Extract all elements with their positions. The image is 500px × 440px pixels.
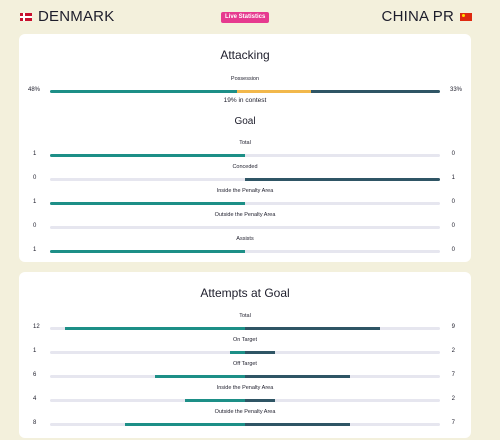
stat-row: Off Target 6 7: [19, 361, 471, 381]
stat-away-value: 7: [451, 420, 455, 426]
possession-home-fill: [50, 90, 238, 93]
attacking-title: Attacking: [220, 48, 270, 62]
stat-away-value: 0: [451, 199, 455, 205]
possession-away-value: 33%: [449, 87, 462, 93]
stat-row: Outside the Penalty Area 0 0: [19, 212, 471, 232]
stat-label: Outside the Penalty Area: [214, 212, 276, 218]
stat-label: Off Target: [233, 361, 257, 367]
stat-away-fill: [245, 178, 440, 181]
home-team-name: DENMARK: [38, 8, 115, 25]
stat-label: On Target: [232, 337, 258, 343]
possession-contest-text: 19% in contest: [223, 97, 267, 104]
away-team-name: CHINA PR: [381, 8, 454, 25]
possession-row: Possession 48% 33%: [19, 76, 471, 96]
stat-home-value: 1: [33, 247, 37, 253]
stat-home-value: 1: [33, 348, 37, 354]
stat-bar: [50, 226, 440, 229]
stat-home-fill: [125, 423, 245, 426]
stat-bar: [50, 178, 440, 181]
attempts-card: Attempts at Goal Total 12 9 On Target 1 2 Off …: [19, 272, 471, 438]
stat-label: Total: [239, 140, 251, 146]
stat-home-fill: [185, 399, 245, 402]
stat-away-fill: [245, 327, 380, 330]
possession-contest-fill: [237, 90, 312, 93]
attempts-title: Attempts at Goal: [200, 286, 290, 300]
stat-row: Outside the Penalty Area 8 7: [19, 409, 471, 429]
possession-away-fill: [311, 90, 440, 93]
china-flag-icon: [460, 12, 472, 21]
stat-row: On Target 1 2: [19, 337, 471, 357]
stat-away-fill: [245, 399, 275, 402]
stat-home-value: 12: [33, 324, 40, 330]
stat-row: Total 1 0: [19, 140, 471, 160]
stat-home-fill: [50, 154, 245, 157]
stat-label: Inside the Penalty Area: [216, 385, 274, 391]
stat-away-value: 0: [451, 151, 455, 157]
stat-row: Conceded 0 1: [19, 164, 471, 184]
match-header: DENMARK Live Statistics CHINA PR: [0, 0, 500, 34]
stat-away-value: 2: [451, 348, 455, 354]
stat-bar: [50, 351, 440, 354]
stat-away-value: 2: [451, 396, 455, 402]
stat-row: Total 12 9: [19, 313, 471, 333]
stat-label: Total: [239, 313, 251, 319]
stat-home-value: 8: [33, 420, 37, 426]
stat-row: Assists 1 0: [19, 236, 471, 256]
stat-label: Conceded: [232, 164, 258, 170]
stat-home-value: 0: [33, 175, 37, 181]
stat-home-value: 4: [33, 396, 37, 402]
possession-label: Possession: [230, 76, 260, 82]
stat-bar: [50, 154, 440, 157]
stat-row: Inside the Penalty Area 4 2: [19, 385, 471, 405]
stat-home-fill: [50, 250, 245, 253]
stat-home-fill: [50, 202, 245, 205]
goal-title: Goal: [234, 116, 256, 127]
stat-away-fill: [245, 351, 275, 354]
away-team[interactable]: CHINA PR: [382, 8, 472, 25]
attacking-card: Attacking Possession 48% 33% 19% in cont…: [19, 34, 471, 262]
stat-label: Outside the Penalty Area: [214, 409, 276, 415]
stat-away-fill: [245, 375, 350, 378]
stat-bar: [50, 423, 440, 426]
possession-bar: [50, 90, 440, 93]
stat-bar: [50, 250, 440, 253]
home-team[interactable]: DENMARK: [20, 8, 114, 25]
stat-away-value: 9: [451, 324, 455, 330]
stat-bar: [50, 375, 440, 378]
live-statistics-badge: Live Statistics: [221, 12, 270, 23]
stat-away-value: 1: [451, 175, 455, 181]
stat-home-value: 0: [33, 223, 37, 229]
denmark-flag-icon: [20, 12, 32, 21]
possession-home-value: 48%: [28, 87, 41, 93]
stat-away-value: 0: [451, 223, 455, 229]
stat-away-value: 0: [451, 247, 455, 253]
stat-home-fill: [230, 351, 245, 354]
stat-bar: [50, 202, 440, 205]
stat-home-value: 6: [33, 372, 37, 378]
stat-label: Inside the Penalty Area: [216, 188, 274, 194]
stat-bar: [50, 327, 440, 330]
stat-away-fill: [245, 423, 350, 426]
stat-label: Assists: [236, 236, 254, 242]
stat-home-fill: [65, 327, 245, 330]
stat-home-value: 1: [33, 151, 37, 157]
stat-home-fill: [155, 375, 245, 378]
stat-away-value: 7: [451, 372, 455, 378]
stat-bar: [50, 399, 440, 402]
stat-home-value: 1: [33, 199, 37, 205]
stat-row: Inside the Penalty Area 1 0: [19, 188, 471, 208]
